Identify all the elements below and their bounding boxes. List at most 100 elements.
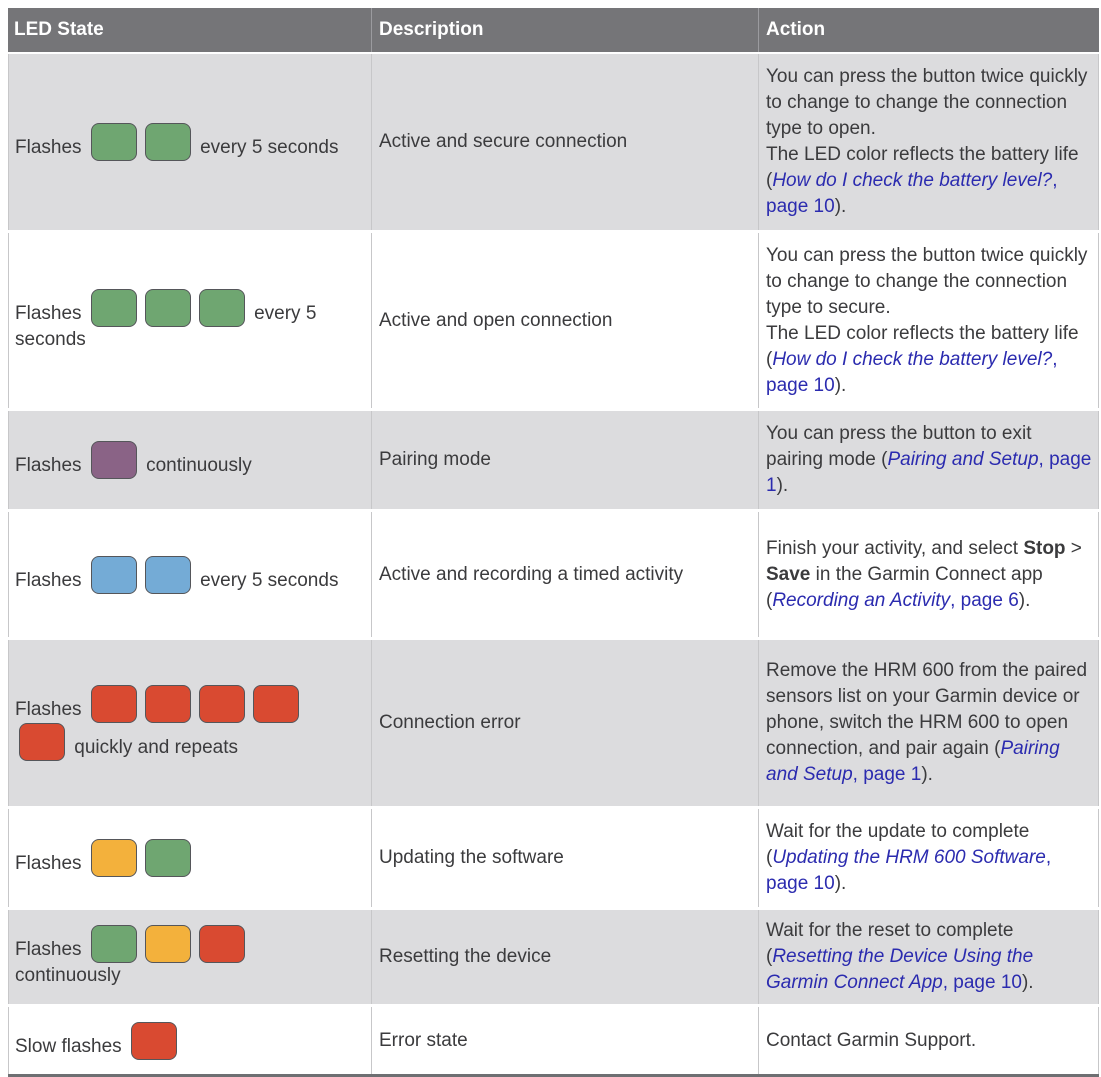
led-state-cell: Flashes ​​ every 5 seconds [8, 512, 371, 637]
table-row: Flashes ​​​​​ quickly and repeats Connect… [8, 640, 1099, 806]
led-swatch-yellow [144, 925, 191, 963]
table-row: Flashes ​​ Updating the software Wait for … [8, 809, 1099, 907]
led-state-cell: Flashes ​ continuously [8, 411, 371, 509]
led-pattern: Flashes ​​​ continuously [9, 917, 371, 997]
description-cell: Active and open connection [371, 233, 758, 408]
cross-reference-link[interactable]: Recording an Activity [772, 589, 951, 611]
page-reference-link[interactable]: , page 10 [766, 847, 1052, 894]
led-pattern: Flashes ​​ every 5 seconds [9, 115, 364, 169]
page-reference-link[interactable]: , page 10 [766, 170, 1058, 217]
cross-reference-link[interactable]: How do I check the battery level? [772, 170, 1053, 191]
action-text: You can press the button to exit pairing… [759, 413, 1098, 507]
plain-text: Wait for the reset to complete ( [766, 920, 1014, 967]
action-text: Contact Garmin Support. [759, 1020, 982, 1062]
description-text: Resetting the device [379, 946, 552, 967]
action-paragraph: Contact Garmin Support. [766, 1028, 976, 1054]
led-swatch-green [90, 288, 137, 327]
led-state-cell: Flashes ​​​ every 5 seconds [8, 233, 371, 408]
action-text: You can press the button twice quickly t… [759, 235, 1098, 407]
description-cell: Active and recording a timed activity [371, 512, 758, 637]
cross-reference-link[interactable]: Pairing and Setup [887, 449, 1039, 470]
led-state-text: continuously [140, 455, 252, 476]
led-swatch-red [90, 685, 137, 723]
led-state-text: Flashes [15, 302, 87, 324]
action-cell: You can press the button twice quickly t… [758, 233, 1099, 408]
action-cell: You can press the button to exit pairing… [758, 411, 1099, 509]
plain-text: ). [921, 764, 933, 785]
description-text: Active and recording a timed activity [379, 563, 684, 585]
cross-reference-link[interactable]: Pairing and Setup [766, 738, 1060, 785]
page-reference-link[interactable]: , page 1 [766, 449, 1092, 496]
led-swatch-green [144, 288, 191, 327]
description-text: Connection error [379, 712, 521, 733]
plain-text: Remove the HRM 600 from the paired senso… [766, 660, 1088, 759]
led-state-cell: Slow flashes ​ [8, 1007, 371, 1074]
page-reference-link[interactable]: , page 1 [852, 764, 922, 785]
action-cell: Remove the HRM 600 from the paired senso… [758, 640, 1099, 806]
plain-text: in the Garmin Connect app ( [766, 563, 1043, 611]
led-state-text: quickly and repeats [69, 737, 238, 758]
led-swatch-red [198, 925, 245, 963]
led-pattern: Flashes ​​​​​ quickly and repeats [9, 677, 371, 769]
action-text: Finish your activity, and select Stop > … [759, 528, 1098, 622]
cross-reference-link[interactable]: Updating the HRM 600 Software [772, 847, 1046, 868]
action-paragraph: You can press the button twice quickly t… [766, 243, 1092, 321]
action-text: You can press the button twice quickly t… [759, 56, 1098, 228]
led-swatch-red [198, 685, 245, 723]
description-cell: Updating the software [371, 809, 758, 907]
led-state-cell: Flashes ​​ [8, 809, 371, 907]
led-state-text: every 5 seconds [15, 302, 317, 350]
led-status-table: LED State Description Action Flashes ​​ … [8, 8, 1099, 1077]
plain-text: You can press the button twice quickly t… [766, 66, 1088, 139]
led-state-text: Flashes [15, 853, 87, 874]
plain-text: ). [834, 374, 847, 396]
led-state-text: Slow flashes [15, 1035, 127, 1057]
led-swatch-purple [90, 441, 137, 479]
action-cell: You can press the button twice quickly t… [758, 54, 1099, 230]
led-pattern: Slow flashes ​ [9, 1014, 207, 1068]
description-text: Updating the software [379, 847, 564, 868]
plain-text: You can press the button to exit pairing… [766, 423, 1032, 470]
plain-text: Finish your activity, and select [766, 537, 1024, 559]
action-paragraph: Wait for the update to complete (Updatin… [766, 819, 1092, 897]
led-swatch-yellow [90, 839, 137, 877]
led-pattern: Flashes ​​​ every 5 seconds [9, 281, 371, 361]
action-text: Wait for the reset to complete (Resettin… [759, 910, 1098, 1004]
led-state-text: Flashes [15, 939, 87, 960]
led-state-text: every 5 seconds [194, 137, 339, 158]
page-reference-link[interactable]: , page 10 [942, 972, 1022, 993]
action-paragraph: Wait for the reset to complete (Resettin… [766, 918, 1092, 996]
led-swatch-red [144, 685, 191, 723]
led-swatch-green [144, 123, 191, 161]
description-cell: Pairing mode [371, 411, 758, 509]
led-state-text: Flashes [15, 699, 87, 720]
bold-text: Stop [1023, 537, 1066, 559]
page-reference-link[interactable]: , page 10 [766, 348, 1058, 396]
led-pattern: Flashes ​​ every 5 seconds [9, 548, 364, 602]
led-state-text: every 5 seconds [194, 569, 339, 591]
cross-reference-link[interactable]: How do I check the battery level? [772, 348, 1053, 370]
plain-text: ). [1018, 589, 1031, 611]
led-swatch-green [90, 925, 137, 963]
led-swatch-green [198, 288, 245, 327]
action-paragraph: You can press the button twice quickly t… [766, 64, 1092, 142]
bold-text: Save [766, 563, 811, 585]
action-cell: Contact Garmin Support. [758, 1007, 1099, 1074]
description-cell: Resetting the device [371, 910, 758, 1004]
description-text: Active and open connection [379, 309, 613, 331]
led-swatch-blue [144, 555, 191, 594]
page-reference-link[interactable]: , page 6 [950, 589, 1019, 611]
description-cell: Connection error [371, 640, 758, 806]
led-swatch-green [144, 839, 191, 877]
plain-text: > [1065, 537, 1082, 559]
plain-text: Contact Garmin Support. [766, 1029, 977, 1051]
action-text: Remove the HRM 600 from the paired senso… [759, 650, 1098, 796]
action-paragraph: Remove the HRM 600 from the paired senso… [766, 658, 1092, 788]
action-cell: Wait for the reset to complete (Resettin… [758, 910, 1099, 1004]
led-swatch-green [90, 123, 137, 161]
description-text: Error state [379, 1029, 468, 1051]
led-state-text: Flashes [15, 455, 87, 476]
plain-text: ). [834, 873, 847, 894]
cross-reference-link[interactable]: Resetting the Device Using the Garmin Co… [766, 946, 1034, 993]
column-header-led-state: LED State [8, 8, 371, 52]
